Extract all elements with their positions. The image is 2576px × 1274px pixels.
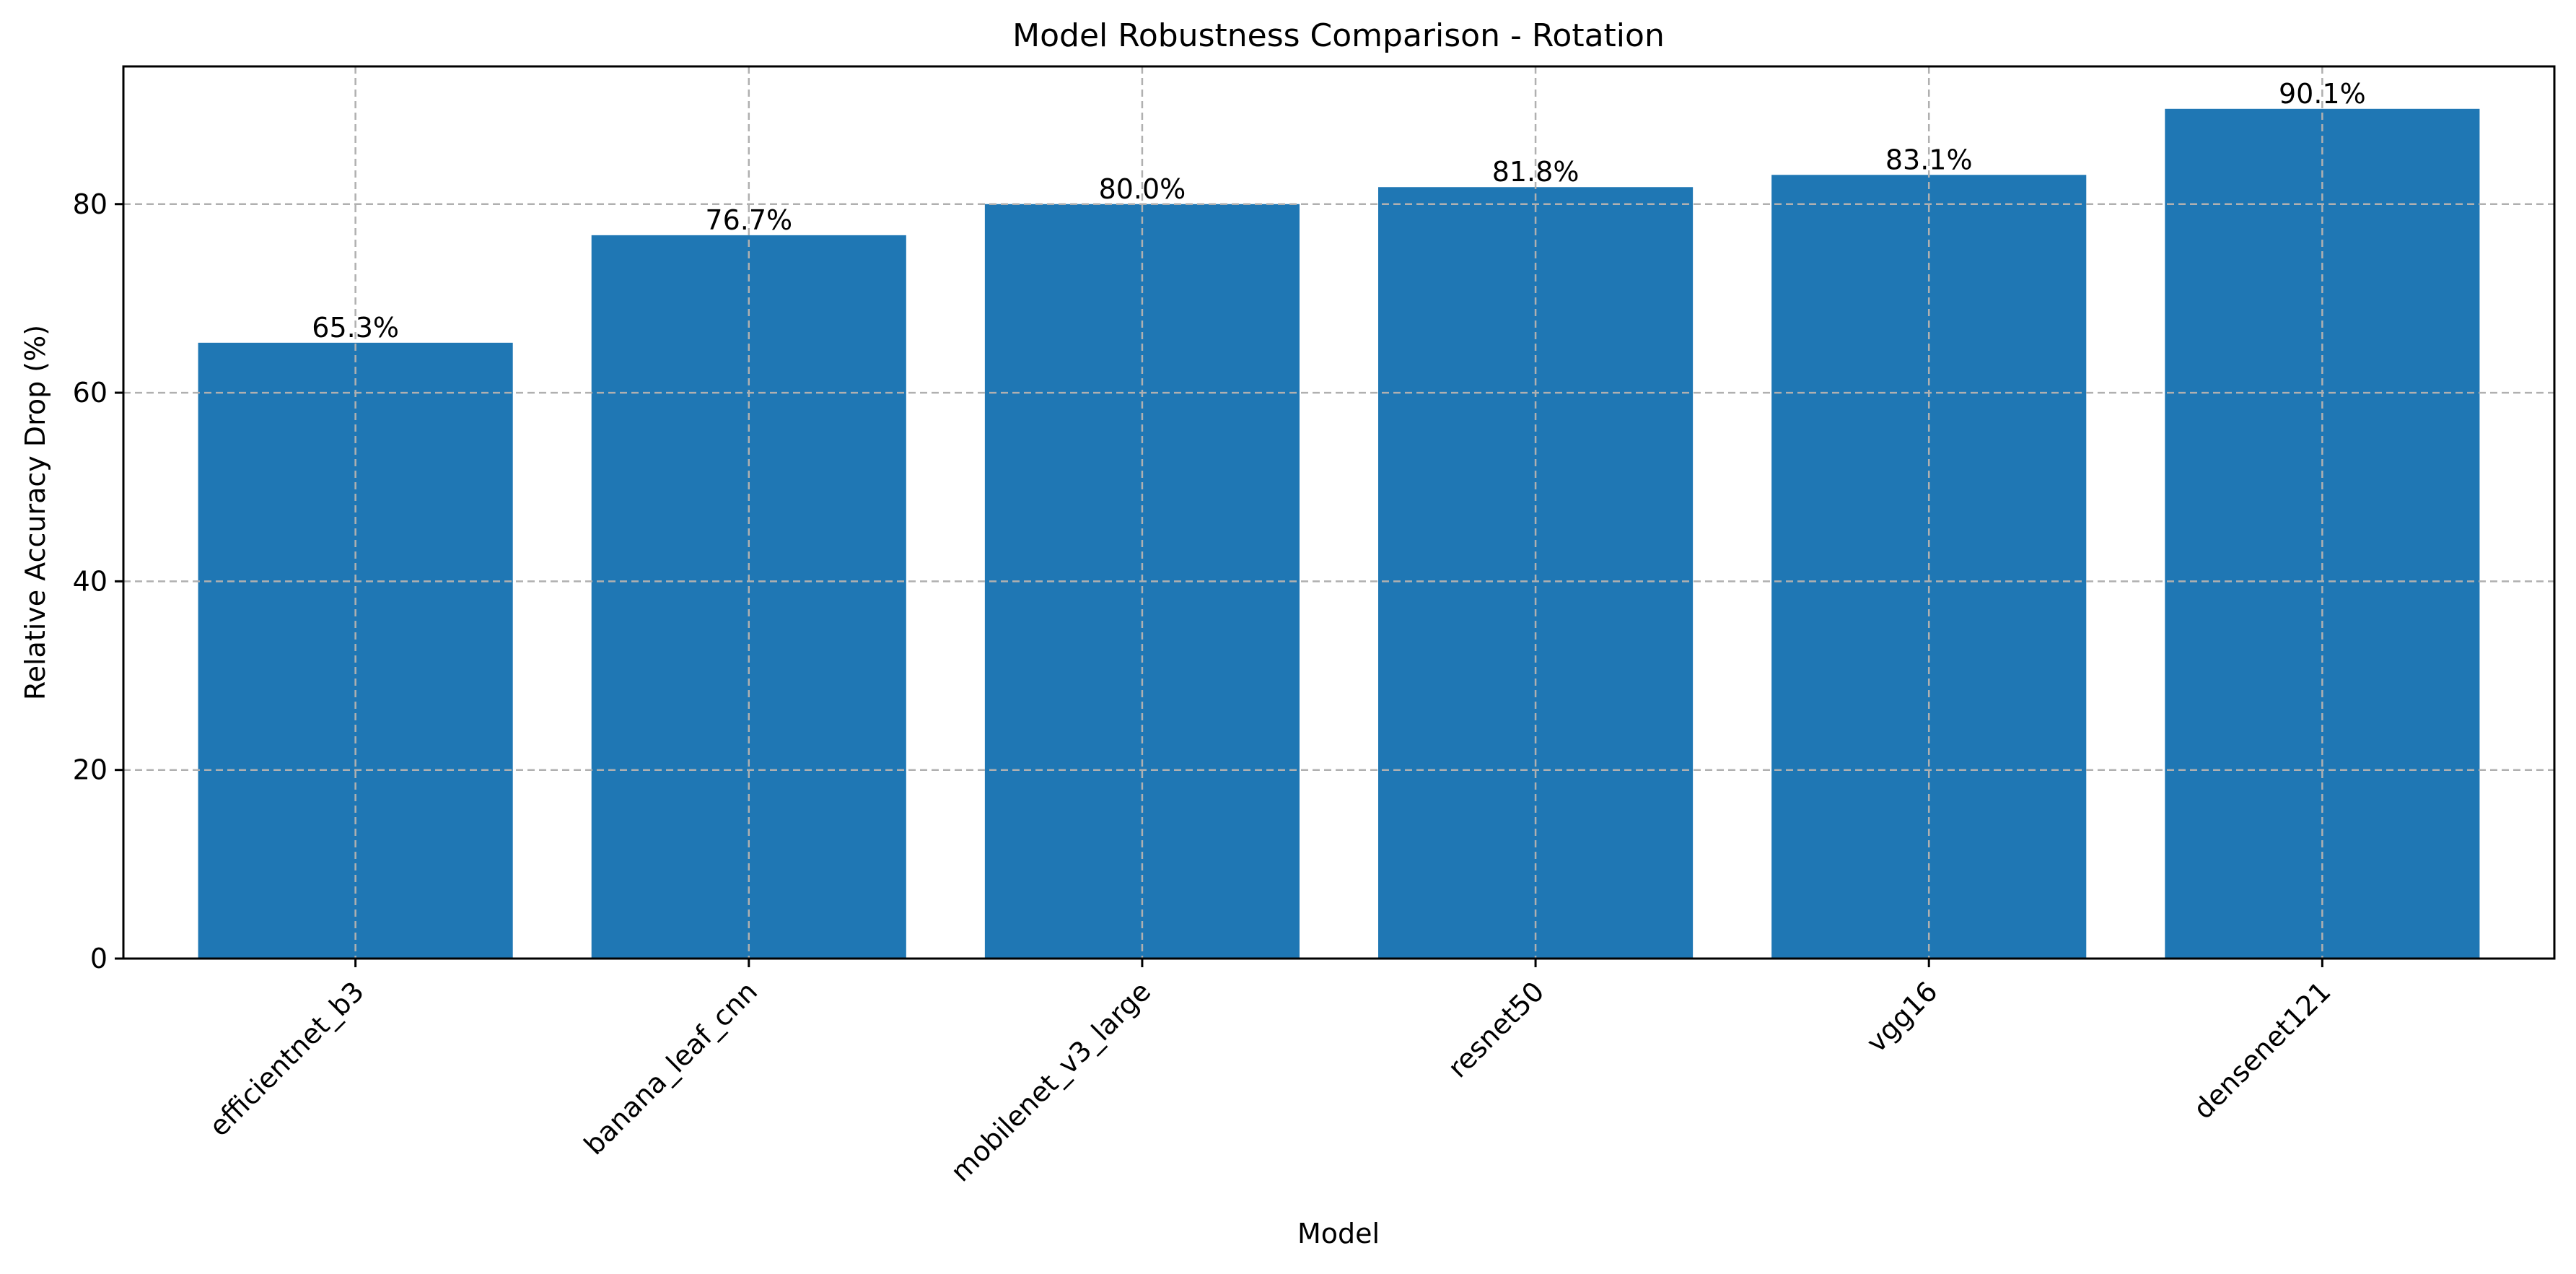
- y-tick-label: 40: [73, 565, 108, 597]
- bar-value-label: 76.7%: [705, 204, 792, 236]
- x-tick-label: mobilenet_v3_large: [945, 975, 1157, 1187]
- x-axis: efficientnet_b3 banana_leaf_cnn mobilenet_…: [203, 959, 2337, 1188]
- y-tick-label: 80: [73, 188, 108, 220]
- chart-title: Model Robustness Comparison - Rotation: [1012, 17, 1665, 54]
- x-axis-label: Model: [1297, 1218, 1380, 1249]
- bars: [198, 108, 2480, 959]
- y-tick-label: 20: [73, 754, 108, 786]
- x-tick-label: banana_leaf_cnn: [578, 975, 763, 1161]
- x-tick-label: resnet50: [1442, 975, 1550, 1083]
- grid: [123, 66, 2554, 959]
- bar-value-label: 81.8%: [1492, 156, 1580, 188]
- x-tick-label: vgg16: [1860, 975, 1943, 1058]
- x-tick-label: densenet121: [2187, 975, 2337, 1125]
- plot-frame: [122, 65, 2556, 960]
- bar-value-label: 80.0%: [1099, 173, 1186, 205]
- y-axis: 0 20 40 60 80: [73, 188, 123, 974]
- y-axis-label: Relative Accuracy Drop (%): [19, 325, 51, 700]
- bar-value-label: 65.3%: [312, 312, 399, 344]
- x-tick-label: efficientnet_b3: [203, 975, 370, 1143]
- y-tick-label: 0: [90, 943, 108, 974]
- bar-value-label: 83.1%: [1885, 144, 1973, 175]
- y-tick-label: 60: [73, 377, 108, 409]
- bar-value-label: 90.1%: [2279, 78, 2366, 110]
- bar-labels: 65.3% 76.7% 80.0% 81.8% 83.1% 90.1%: [312, 78, 2365, 344]
